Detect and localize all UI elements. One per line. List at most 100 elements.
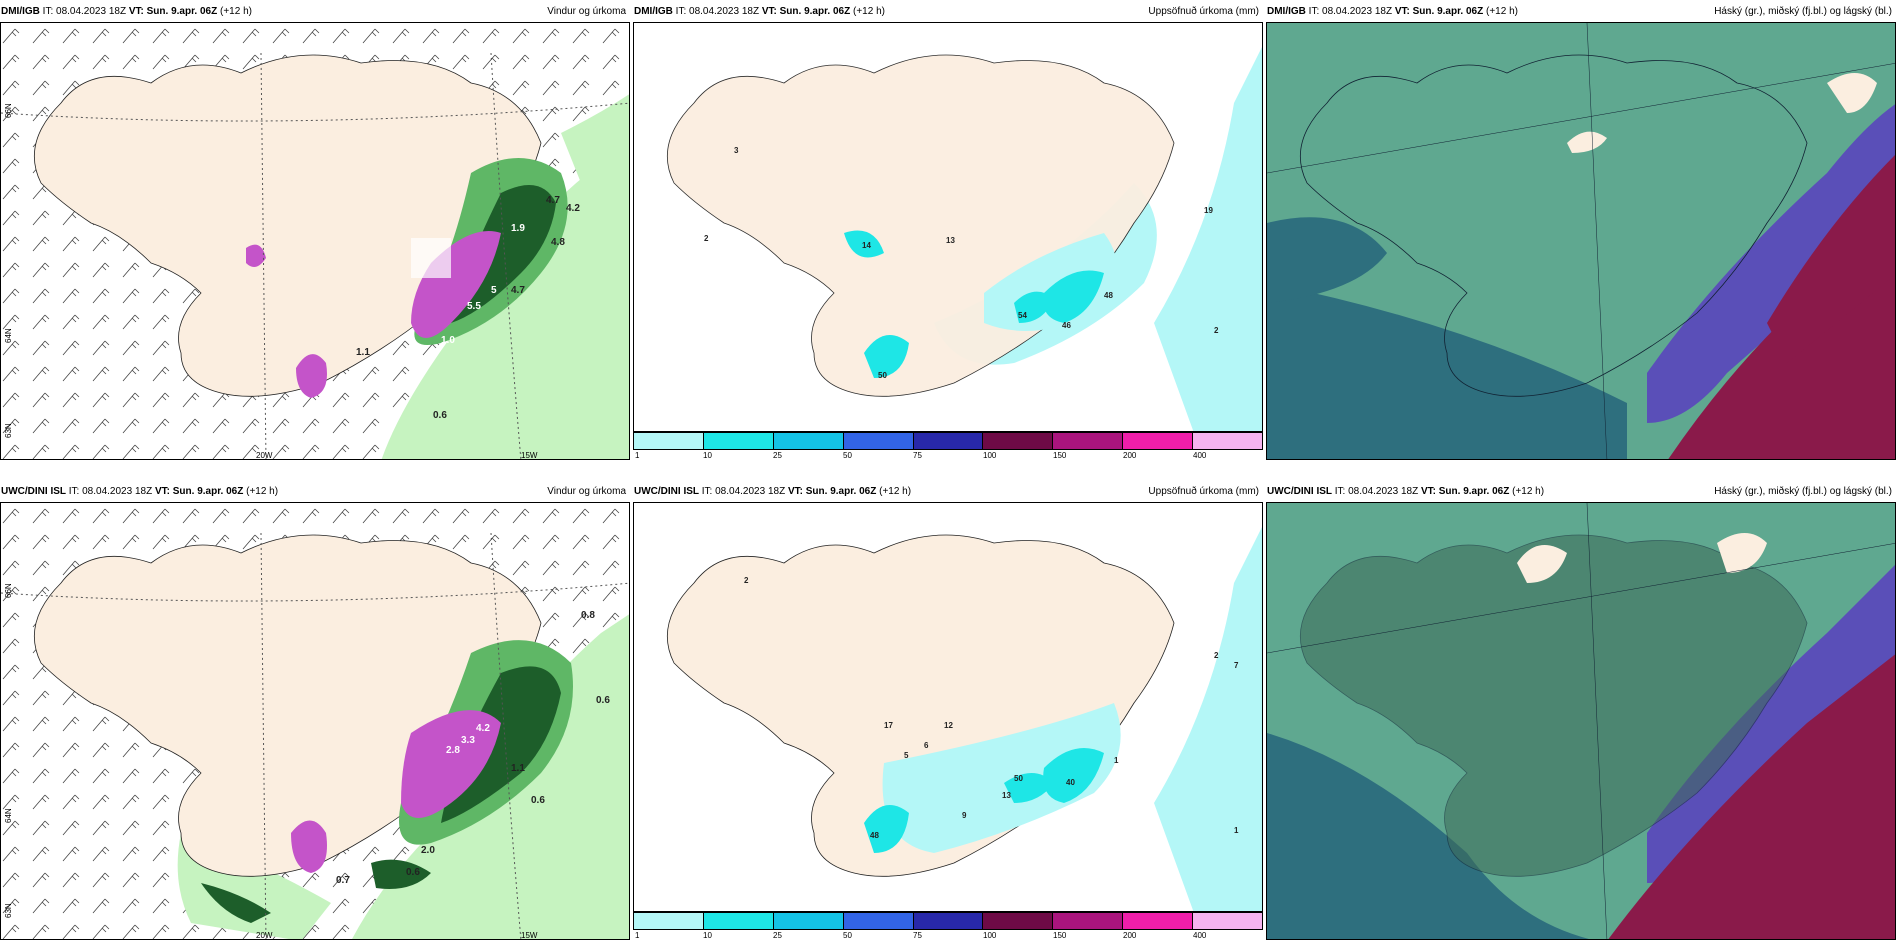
legend-swatch (1053, 433, 1124, 449)
wind-precip-map: 0.8 0.6 0.6 0.7 0.6 2.0 2.8 3.3 4.2 1.1 … (0, 502, 630, 940)
panel-accum-precip-dmi: DMI/IGB IT: 08.04.2023 18Z VT: Sun. 9.ap… (633, 0, 1263, 460)
cloud-cover-map (1266, 22, 1896, 460)
svg-text:14: 14 (862, 241, 871, 250)
legend-tick: 150 (1053, 931, 1067, 940)
svg-text:4.7: 4.7 (511, 285, 525, 296)
wind-precip-map: 4.7 4.2 4.8 1.9 5 4.7 5.5 1.0 1.1 0.6 20… (0, 22, 630, 460)
svg-text:4.2: 4.2 (476, 723, 490, 734)
svg-text:2: 2 (744, 576, 749, 585)
legend-swatch (703, 433, 774, 449)
svg-text:0.7: 0.7 (336, 875, 350, 886)
lat-label-63n: 63N (4, 903, 13, 918)
panel-clouds-uwc: UWC/DINI ISL IT: 08.04.2023 18Z VT: Sun.… (1266, 480, 1896, 940)
precip-legend: 1 10 25 50 75 100 150 200 400 (633, 432, 1263, 462)
legend-tick: 400 (1193, 451, 1207, 460)
legend-swatch (913, 913, 984, 929)
legend-tick: 150 (1053, 451, 1067, 460)
svg-text:4.2: 4.2 (566, 203, 580, 214)
svg-text:40: 40 (1066, 778, 1075, 787)
svg-text:5: 5 (904, 751, 909, 760)
lat-label-66n: 66N (4, 103, 13, 118)
panel-clouds-dmi: DMI/IGB IT: 08.04.2023 18Z VT: Sun. 9.ap… (1266, 0, 1896, 460)
svg-text:17: 17 (884, 721, 893, 730)
legend-swatch (773, 433, 844, 449)
accum-precip-map: 14 13 54 46 50 48 2 3 19 2 (633, 22, 1263, 432)
panel-accum-precip-uwc: UWC/DINI ISL IT: 08.04.2023 18Z VT: Sun.… (633, 480, 1263, 940)
svg-text:50: 50 (878, 371, 887, 380)
svg-text:2.8: 2.8 (446, 745, 460, 756)
svg-text:9: 9 (962, 811, 967, 820)
panel-field-name: Vindur og úrkoma (547, 6, 626, 17)
svg-text:48: 48 (870, 831, 879, 840)
svg-text:1.1: 1.1 (356, 347, 370, 358)
legend-swatch (1193, 913, 1263, 929)
svg-text:48: 48 (1104, 291, 1113, 300)
legend-swatch (773, 913, 844, 929)
panel-title: UWC/DINI ISL IT: 08.04.2023 18Z VT: Sun.… (1267, 486, 1545, 497)
legend-swatch (1193, 433, 1263, 449)
lat-label-64n: 64N (4, 808, 13, 823)
svg-text:2.0: 2.0 (421, 845, 435, 856)
legend-tick: 10 (703, 931, 712, 940)
svg-text:1.9: 1.9 (511, 223, 525, 234)
lat-label-63n: 63N (4, 423, 13, 438)
panel-title: UWC/DINI ISL IT: 08.04.2023 18Z VT: Sun.… (1, 486, 279, 497)
svg-text:0.8: 0.8 (581, 610, 595, 621)
legend-tick: 200 (1123, 451, 1137, 460)
accum-precip-map: 17 12 50 13 40 48 2 9 6 5 1 7 2 1 (633, 502, 1263, 912)
legend-swatch (1053, 913, 1124, 929)
legend-tick: 25 (773, 931, 782, 940)
panel-title: UWC/DINI ISL IT: 08.04.2023 18Z VT: Sun.… (634, 486, 912, 497)
svg-text:13: 13 (1002, 791, 1011, 800)
legend-tick: 10 (703, 451, 712, 460)
lon-label-15w: 15W (521, 451, 538, 460)
legend-tick: 25 (773, 451, 782, 460)
lon-label-15w: 15W (521, 931, 538, 940)
legend-swatch (634, 433, 704, 449)
svg-text:2: 2 (1214, 326, 1219, 335)
legend-swatch (843, 913, 914, 929)
svg-text:54: 54 (1018, 311, 1027, 320)
legend-tick: 100 (983, 931, 997, 940)
svg-text:3: 3 (734, 146, 739, 155)
lon-label-20w: 20W (256, 451, 273, 460)
svg-text:3.3: 3.3 (461, 735, 475, 746)
panel-field-name: Háský (gr.), miðský (fj.bl.) og lágský (… (1714, 6, 1892, 17)
svg-text:4.8: 4.8 (551, 237, 565, 248)
legend-swatch (1123, 913, 1194, 929)
panel-field-name: Vindur og úrkoma (547, 486, 626, 497)
svg-text:50: 50 (1014, 774, 1023, 783)
legend-tick: 50 (843, 931, 852, 940)
svg-text:2: 2 (704, 234, 709, 243)
svg-text:4.7: 4.7 (546, 195, 560, 206)
svg-text:1: 1 (1234, 826, 1239, 835)
legend-tick: 400 (1193, 931, 1207, 940)
panel-wind-precip-uwc: UWC/DINI ISL IT: 08.04.2023 18Z VT: Sun.… (0, 480, 630, 940)
svg-text:1.0: 1.0 (441, 335, 455, 346)
svg-text:7: 7 (1234, 661, 1239, 670)
svg-text:12: 12 (944, 721, 953, 730)
lat-label-66n: 66N (4, 583, 13, 598)
legend-tick: 1 (635, 931, 640, 940)
panel-title: DMI/IGB IT: 08.04.2023 18Z VT: Sun. 9.ap… (1267, 6, 1518, 17)
svg-text:2: 2 (1214, 651, 1219, 660)
legend-swatch (703, 913, 774, 929)
legend-swatch (843, 433, 914, 449)
panel-field-name: Uppsöfnuð úrkoma (mm) (1148, 486, 1259, 497)
svg-text:6: 6 (924, 741, 929, 750)
svg-text:0.6: 0.6 (406, 867, 420, 878)
panel-wind-precip-dmi: DMI/IGB IT: 08.04.2023 18Z VT: Sun. 9.ap… (0, 0, 630, 460)
svg-text:46: 46 (1062, 321, 1071, 330)
legend-swatch (913, 433, 984, 449)
svg-text:19: 19 (1204, 206, 1213, 215)
legend-tick: 50 (843, 451, 852, 460)
legend-swatch (634, 913, 704, 929)
svg-text:0.6: 0.6 (596, 695, 610, 706)
precip-legend: 1 10 25 50 75 100 150 200 400 (633, 912, 1263, 942)
svg-text:5: 5 (491, 285, 497, 296)
legend-swatch (1123, 433, 1194, 449)
legend-tick: 100 (983, 451, 997, 460)
legend-swatch (983, 913, 1054, 929)
panel-field-name: Uppsöfnuð úrkoma (mm) (1148, 6, 1259, 17)
svg-text:1.1: 1.1 (511, 763, 525, 774)
